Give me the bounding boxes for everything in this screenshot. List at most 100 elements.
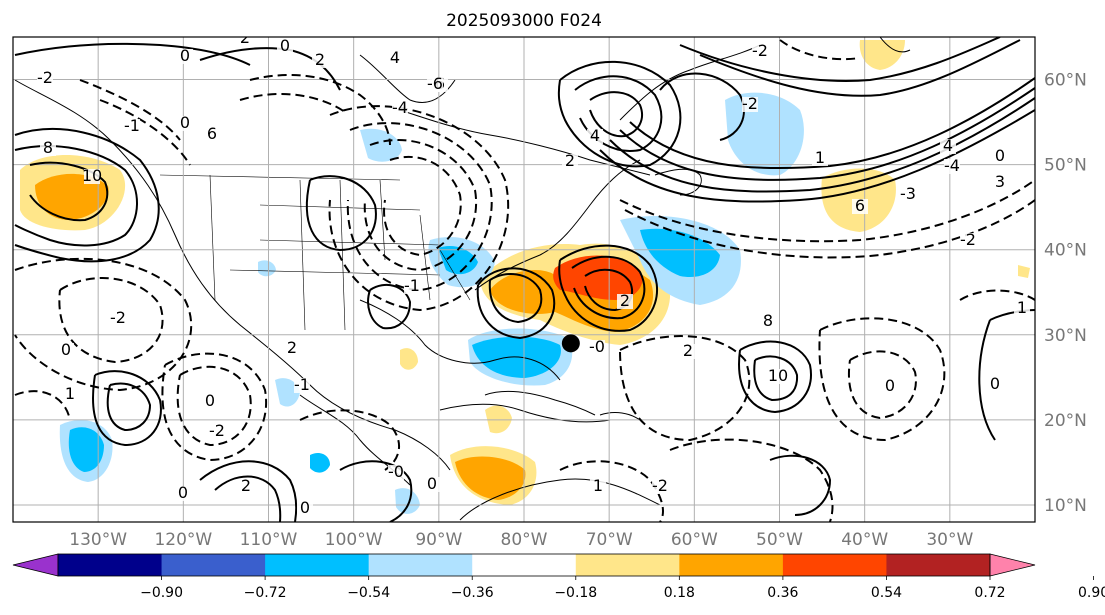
shade-lightblue-plains [258, 260, 276, 277]
contour-dashed-canada-west [249, 74, 391, 146]
lat-tick-label: 30°N [1044, 326, 1087, 346]
colorbar-tick-label: −0.54 [347, 585, 390, 601]
contour-dashed-west [58, 277, 164, 364]
coastline-canada [399, 109, 651, 176]
colorbar: −0.90 −0.72 −0.54 −0.36 −0.18 0.18 0.36 0.54 0.7… [12, 553, 1105, 601]
contour-dashed-atlantic-3 [848, 350, 917, 420]
contour-label: 0 [427, 474, 437, 493]
contour-label-bg [752, 44, 768, 59]
contour-canada-low [557, 60, 682, 168]
contour-label-bg [562, 154, 578, 169]
contour-label-bg [680, 344, 696, 359]
contour-dashed-mexico [176, 365, 252, 447]
contour-dashed-trough-east-2 [363, 139, 478, 272]
contour-plains [305, 175, 377, 252]
contour-jet-north-3 [619, 87, 1035, 181]
contour-label-bg [204, 127, 220, 142]
state-borders [159, 174, 471, 331]
contour-label: 0 [885, 376, 895, 395]
contour-label: 0 [178, 483, 188, 502]
contour-label: 2 [315, 50, 325, 69]
contour-label: 2 [287, 338, 297, 357]
contour-jet-north-4 [629, 77, 1035, 170]
coastline-gulf [359, 299, 561, 381]
colorbar-tick-label: 0.18 [664, 585, 695, 601]
contour-dashed-west-2 [14, 257, 193, 392]
contour-label: -3 [900, 184, 916, 203]
contour-label: 6 [207, 124, 217, 143]
contour-label-bg [202, 394, 218, 409]
contour-labels: 20-26420810-6-4-10642-21-33-20-101-202-1… [37, 36, 1030, 517]
coastline-hudson [359, 54, 456, 103]
contour-label: 8 [43, 138, 53, 157]
contour-label: -2 [110, 308, 126, 327]
colorbar-tick-label: 0.36 [767, 585, 798, 601]
lon-tick-label: 30°W [926, 530, 973, 550]
contour-label: 0 [61, 340, 71, 359]
colorbar-tick-label: −0.36 [451, 585, 494, 601]
contour-label: 0 [280, 36, 290, 55]
coastline-labrador [619, 44, 761, 121]
contour-label: -4 [392, 98, 408, 117]
contour-label-bg [427, 77, 443, 92]
contour-label: 1 [593, 476, 603, 495]
contour-label: 0 [300, 498, 310, 517]
contour-label-bg [812, 151, 828, 166]
contour-label-bg [110, 311, 126, 326]
contour-label: -4 [944, 156, 960, 175]
contour-label: 1 [815, 148, 825, 167]
contour-label-bg [992, 149, 1008, 164]
contour-dashed-mexico-2 [161, 352, 268, 462]
contour-label-bg [238, 479, 254, 494]
contour-label: 2 [683, 341, 693, 360]
coastline-caribbean [439, 403, 611, 423]
contour-label-bg [177, 49, 193, 64]
colorbar-segment [886, 554, 991, 576]
colorbar-tick-label: −0.18 [554, 585, 597, 601]
lat-tick-label: 60°N [1044, 71, 1087, 91]
contour-dashed-trough-east-4 [328, 105, 510, 312]
coastlines [14, 37, 911, 521]
contour-label-bg [852, 199, 868, 214]
shade-blue-pacific-small [310, 453, 330, 473]
lon-tick-label: 100°W [325, 530, 383, 550]
colorbar-tick-label: −0.90 [140, 585, 183, 601]
contour-label-bg [84, 169, 100, 184]
shade-blue-southeast [438, 245, 478, 275]
contour-label: 4 [590, 126, 600, 145]
contour-label-bg [387, 51, 403, 66]
lon-tick-label: 60°W [671, 530, 718, 550]
contour-north-atlantic [699, 39, 1021, 97]
contour-dashed-caribbean [299, 409, 400, 471]
contour-label-bg [209, 424, 225, 439]
contour-south-low [339, 460, 413, 522]
colorbar-tick-label: 0.54 [871, 585, 902, 601]
contours-negative [14, 39, 1035, 522]
contour-label-bg [589, 340, 605, 355]
shade-orange-pacific-nw [35, 173, 109, 220]
lon-tick-label: 80°W [501, 530, 548, 550]
contour-label-bg [37, 71, 53, 86]
shade-orange-caribbean [455, 456, 526, 500]
gridlines [13, 37, 1035, 522]
contour-label-bg [742, 97, 758, 112]
contour-dashed-sa [559, 460, 664, 522]
contour-ridge-west-3 [29, 161, 109, 222]
contour-label-bg [770, 369, 786, 384]
contour-pacific-south [199, 460, 298, 522]
contour-label: -6 [427, 74, 443, 93]
colorbar-extend-min [12, 553, 59, 577]
lon-tick-label: 130°W [69, 530, 127, 550]
coastline-south-america [459, 478, 661, 521]
colorbar-segment [782, 554, 887, 576]
latitude-ticks: 60°N 50°N 40°N 30°N 20°N 10°N [1044, 71, 1087, 516]
contour-label: 0 [180, 113, 190, 132]
contour-label: 8 [763, 311, 773, 330]
contour-low-east-us [488, 273, 543, 324]
contour-label-bg [62, 387, 78, 402]
coastline-cuba [484, 390, 596, 416]
contour-label-bg [294, 378, 310, 393]
lon-tick-label: 120°W [154, 530, 212, 550]
longitude-ticks: 130°W 120°W 110°W 100°W 90°W 80°W 70°W 60°W 50°W… [69, 530, 973, 550]
colorbar-segment [58, 554, 163, 576]
